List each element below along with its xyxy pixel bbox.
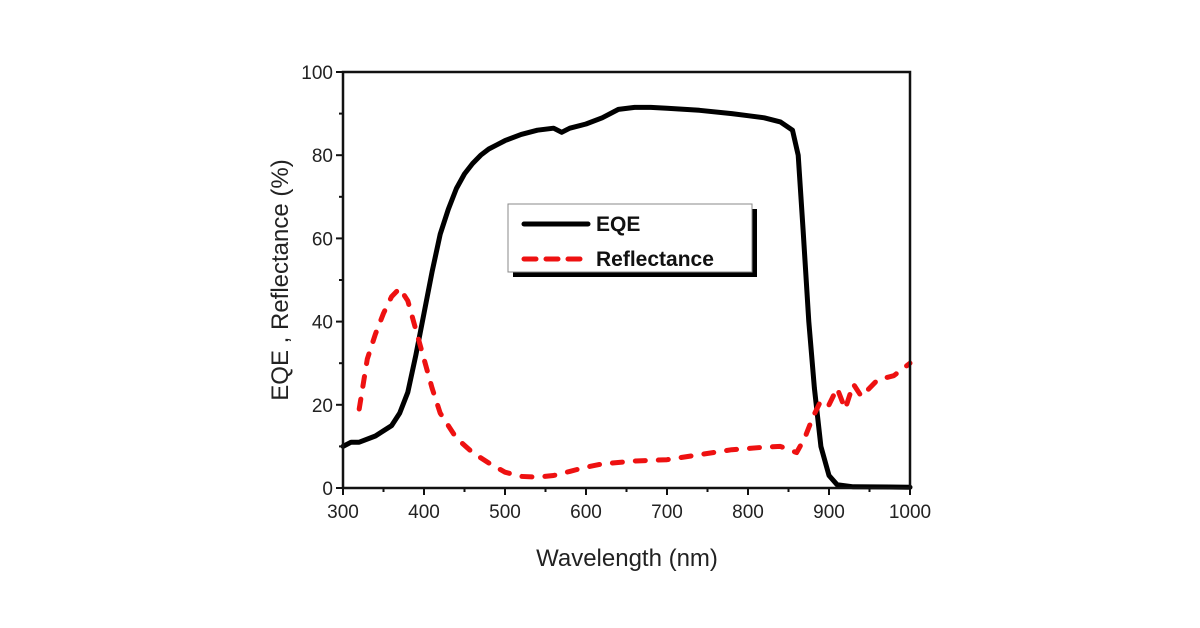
y-axis-title: EQE , Reflectance (%) <box>267 159 294 400</box>
legend: EQE Reflectance <box>507 203 757 277</box>
x-tick-label: 700 <box>651 502 683 523</box>
x-tick-label: 500 <box>489 502 521 523</box>
y-tick-label: 0 <box>322 479 333 500</box>
x-tick-label: 1000 <box>889 502 931 523</box>
series-line-eqe <box>340 104 913 490</box>
legend-reflectance-label: Reflectance <box>596 248 714 271</box>
x-axis-title: Wavelength (nm) <box>536 545 718 572</box>
y-tick-label: 40 <box>312 313 333 334</box>
x-tick-label: 300 <box>327 502 359 523</box>
y-tick-label: 60 <box>312 229 333 250</box>
x-tick-label: 800 <box>732 502 764 523</box>
y-tick-label: 20 <box>312 396 333 417</box>
x-tick-label: 400 <box>408 502 440 523</box>
series-line-reflectance <box>356 285 913 480</box>
y-tick-label: 80 <box>312 146 333 167</box>
legend-eqe-label: EQE <box>596 213 640 236</box>
x-tick-label: 600 <box>570 502 602 523</box>
y-tick-label: 100 <box>301 63 333 84</box>
x-tick-label: 900 <box>813 502 845 523</box>
